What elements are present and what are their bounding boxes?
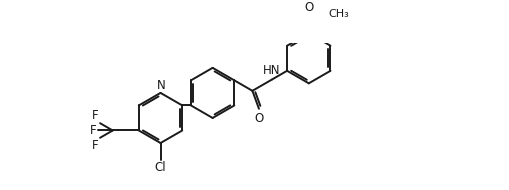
Text: CH₃: CH₃ bbox=[328, 9, 349, 19]
Text: F: F bbox=[92, 109, 98, 122]
Text: F: F bbox=[92, 139, 98, 152]
Text: O: O bbox=[254, 112, 264, 125]
Text: F: F bbox=[90, 124, 96, 137]
Text: Cl: Cl bbox=[155, 162, 166, 174]
Text: N: N bbox=[156, 79, 165, 92]
Text: HN: HN bbox=[263, 64, 280, 77]
Text: O: O bbox=[304, 1, 314, 14]
